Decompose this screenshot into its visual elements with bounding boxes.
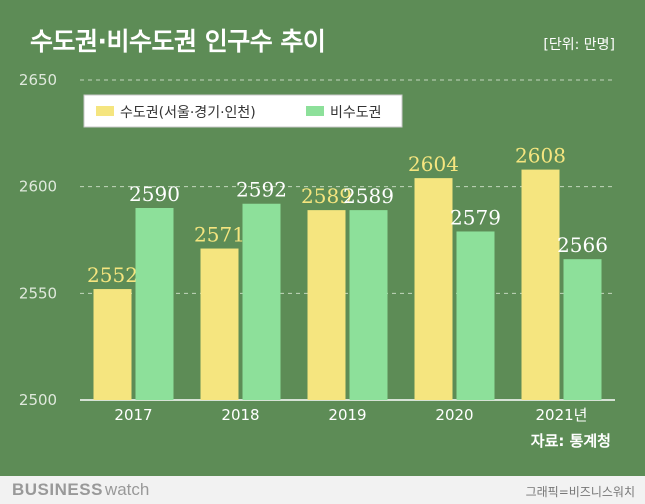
y-tick-label: 2650 [19,71,57,89]
bar [414,178,453,400]
data-label: 2566 [557,233,608,257]
bar [135,208,174,400]
data-label: 2608 [515,144,566,168]
bar [200,248,239,400]
data-label: 2579 [450,205,501,229]
bar [563,259,602,400]
x-tick-label: 2020 [435,406,473,424]
brand-main-text: BUSINESS [12,480,103,499]
data-label: 2590 [129,182,180,206]
legend-label: 수도권(서울·경기·인천) [120,105,256,121]
brand-sub-text: watch [104,480,150,499]
data-label: 2604 [408,152,459,176]
brand-logo: BUSINESS watch [12,480,149,500]
data-label: 2552 [87,263,138,287]
chart-title: 수도권·비수도권 인구수 추이 [30,27,326,56]
y-tick-label: 2600 [19,178,57,196]
graphic-credit: 그래픽=비즈니스워치 [525,485,635,499]
y-tick-label: 2500 [19,391,57,409]
legend-swatch [96,106,114,116]
source-label: 자료: 통계청 [530,432,611,450]
data-label: 2589 [343,184,394,208]
x-tick-label: 2019 [328,406,366,424]
data-label: 2592 [236,178,287,202]
bar [93,289,132,400]
bar [349,210,388,400]
y-tick-label: 2550 [19,284,57,302]
x-tick-label: 2017 [114,406,152,424]
bar [456,231,495,400]
bar [307,210,346,400]
unit-label: [단위: 만명] [543,37,615,53]
bar-chart: 2500 2550 2600 2650 2552 2590 2017 2571 2592 2018… [19,71,615,424]
bar [521,169,560,400]
legend-swatch [306,106,324,116]
data-label: 2571 [194,223,245,247]
bar [242,203,281,400]
x-tick-label: 2021년 [536,406,588,424]
data-label: 2589 [301,184,352,208]
x-tick-label: 2018 [221,406,259,424]
footer-bar: BUSINESS watch 그래픽=비즈니스워치 [0,476,645,504]
legend-label: 비수도권 [330,105,382,121]
legend-box [83,94,403,128]
